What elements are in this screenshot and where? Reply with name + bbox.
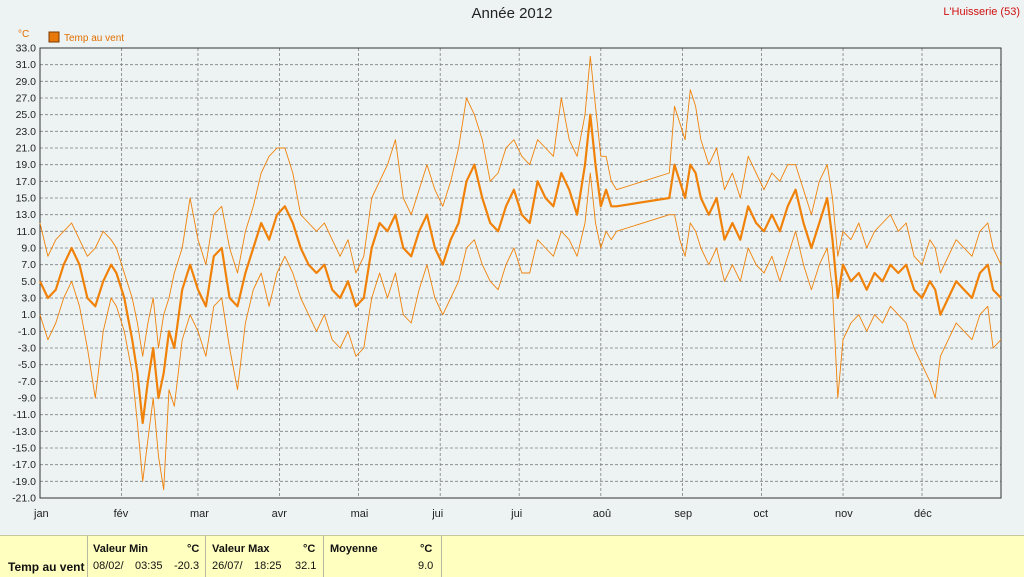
y-tick-label: 27.0 (16, 93, 37, 105)
stats-min-cell: Valeur Min °C 08/02/ 03:35 -20.3 (88, 536, 206, 577)
x-tick-label: jui (510, 508, 522, 520)
y-tick-label: 21.0 (16, 143, 37, 155)
plot-border (39, 47, 1002, 499)
y-tick-label: 3.0 (21, 293, 36, 305)
y-tick-label: -13.0 (12, 426, 36, 438)
x-tick-label: nov (835, 508, 853, 520)
stats-max-header: Valeur Max (212, 543, 270, 555)
y-tick-label: -11.0 (13, 409, 36, 421)
y-tick-label: -15.0 (12, 443, 36, 455)
stats-panel: Temp au vent Valeur Min °C 08/02/ 03:35 … (0, 535, 1024, 577)
series-line-mean (39, 113, 1002, 425)
y-tick-label: -9.0 (18, 393, 36, 405)
stats-series-cell: Temp au vent (0, 536, 88, 577)
stats-min-value: -20.3 (174, 560, 200, 572)
y-tick-label: -19.0 (12, 476, 36, 488)
y-tick-label: 19.0 (16, 159, 37, 171)
stats-avg-cell: Moyenne °C 9.0 (324, 536, 442, 577)
y-tick-label: 31.0 (16, 59, 37, 71)
stats-max-cell: Valeur Max °C 26/07/ 18:25 32.1 (206, 536, 324, 577)
x-tick-label: sep (674, 508, 692, 520)
y-tick-label: 33.0 (16, 43, 37, 55)
chart-title: Année 2012 (471, 5, 553, 22)
location-label: L'Huisserie (53) (943, 6, 1020, 18)
plot-area (40, 48, 1001, 498)
stats-min-header: Valeur Min (93, 543, 149, 555)
stats-min-unit: °C (187, 543, 200, 555)
y-tick-label: -21.0 (12, 493, 36, 505)
series-line-min (39, 172, 1002, 491)
y-tick-label: -7.0 (18, 376, 36, 388)
y-tick-label: -1.0 (18, 326, 36, 338)
x-tick-label: aoû (593, 508, 611, 520)
legend-label: Temp au vent (64, 33, 124, 44)
x-tick-label: oct (753, 508, 768, 520)
y-tick-label: 29.0 (16, 76, 37, 88)
stats-max-value: 32.1 (295, 560, 317, 572)
y-tick-label: 13.0 (16, 209, 37, 221)
x-tick-label: avr (272, 508, 288, 520)
stats-avg-unit: °C (420, 543, 433, 555)
y-unit-label: °C (18, 29, 29, 40)
y-tick-label: 15.0 (16, 193, 37, 205)
y-tick-label: 5.0 (21, 276, 36, 288)
stats-max-unit: °C (303, 543, 316, 555)
y-tick-label: 11.0 (16, 226, 36, 238)
series-line-max (39, 55, 1002, 357)
stats-avg-value: 9.0 (418, 560, 434, 572)
y-tick-label: 9.0 (21, 243, 36, 255)
x-tick-label: mar (190, 508, 209, 520)
x-tick-label: fév (114, 508, 129, 520)
stats-max-date: 26/07/ (212, 560, 243, 572)
y-tick-label: 17.0 (16, 176, 37, 188)
y-tick-label: 23.0 (16, 126, 37, 138)
y-tick-label: 1.0 (21, 309, 36, 321)
y-tick-label: -3.0 (18, 343, 36, 355)
y-tick-label: -17.0 (12, 459, 36, 471)
legend-swatch (48, 31, 60, 43)
y-tick-label: 25.0 (16, 109, 37, 121)
x-tick-label: jan (33, 508, 49, 520)
y-tick-label: -5.0 (18, 359, 36, 371)
y-tick-label: 7.0 (21, 259, 36, 271)
stats-avg-header: Moyenne (330, 543, 378, 555)
stats-min-time: 03:35 (135, 560, 163, 572)
temperature-chart: 33.0 31.0 29.0 27.0 25.0 23.0 21.0 19.0 17.0 15.0… (12, 29, 1002, 520)
stats-series-label: Temp au vent (8, 560, 85, 574)
x-tick-label: jui (431, 508, 443, 520)
stats-max-time: 18:25 (254, 560, 282, 572)
x-tick-label: mai (351, 508, 369, 520)
stats-min-date: 08/02/ (93, 560, 124, 572)
x-tick-label: déc (914, 508, 932, 520)
